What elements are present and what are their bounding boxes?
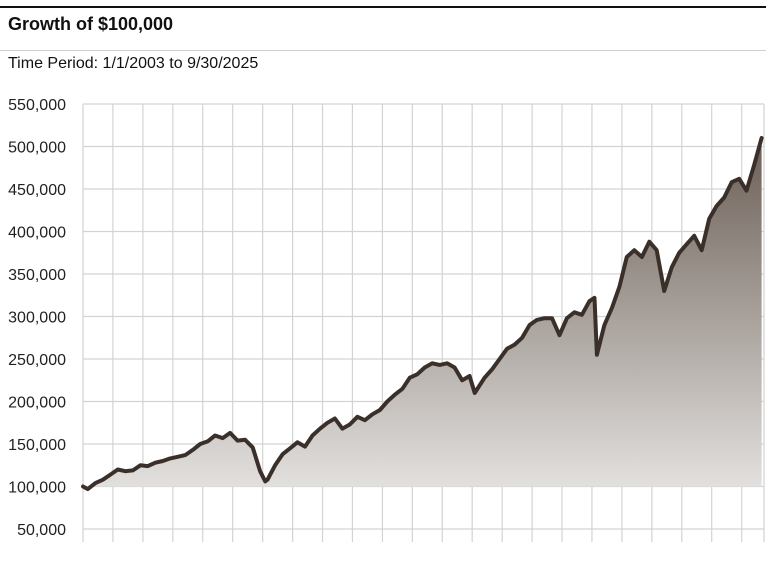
y-tick-label: 150,000 [8,437,66,454]
y-tick-label: 250,000 [8,352,66,369]
header-top-rule [0,6,766,8]
y-tick-label: 300,000 [8,310,66,327]
chart-subtitle: Time Period: 1/1/2003 to 9/30/2025 [8,55,259,72]
header-divider [0,50,766,51]
chart-title: Growth of $100,000 [8,14,174,34]
y-tick-label: 200,000 [8,395,66,412]
growth-series-line [81,136,764,492]
y-tick-label: 50,000 [17,522,66,539]
y-tick-label: 550,000 [8,97,66,114]
y-tick-label: 500,000 [8,140,66,157]
growth-area-fill [83,138,762,490]
y-tick-label: 100,000 [8,480,66,497]
y-tick-label: 450,000 [8,182,66,199]
y-tick-label: 350,000 [8,267,66,284]
y-tick-label: 400,000 [8,225,66,242]
